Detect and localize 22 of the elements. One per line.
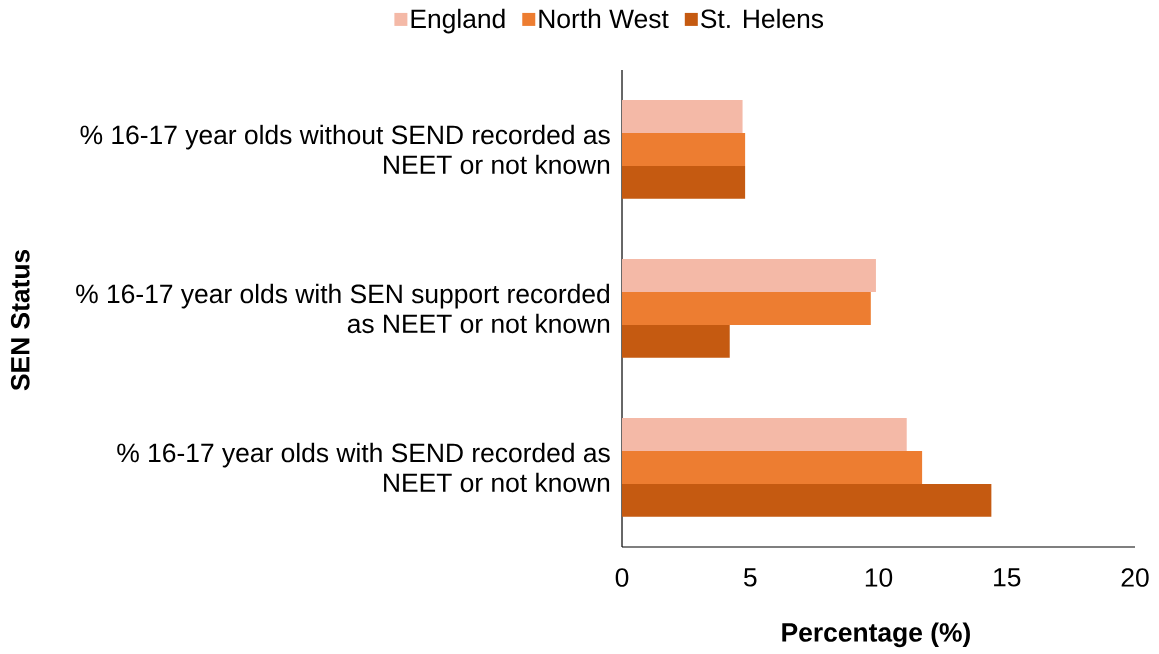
y-tick-label: % 16-17 year olds with SEND recorded as NEET or not known xyxy=(117,442,610,493)
bar xyxy=(622,132,746,166)
bar xyxy=(622,259,876,292)
bar xyxy=(622,291,871,325)
legend-label: North West xyxy=(539,8,669,29)
x-tick-label: 5 xyxy=(743,568,757,587)
x-tick-label: 15 xyxy=(994,568,1021,587)
y-tick-label: % 16-17 year olds with SEN support recorded as NEET or not known xyxy=(76,283,610,334)
y-axis-title: SEN Status xyxy=(10,249,30,391)
bar xyxy=(622,483,992,517)
x-tick-label: 10 xyxy=(865,568,893,587)
x-tick-label: 0 xyxy=(615,568,629,587)
x-axis-title: Percentage (%) xyxy=(782,622,970,648)
legend-label: St. Helens xyxy=(700,8,824,29)
legend-label: England xyxy=(411,8,505,34)
bar xyxy=(622,450,923,484)
bar xyxy=(622,418,907,451)
bar xyxy=(622,165,746,199)
bar xyxy=(622,100,743,133)
bar xyxy=(622,324,730,358)
y-tick-label: % 16-17 year olds without SEND recorded as NEET or not known xyxy=(80,124,610,175)
x-tick-label: 20 xyxy=(1121,568,1149,587)
